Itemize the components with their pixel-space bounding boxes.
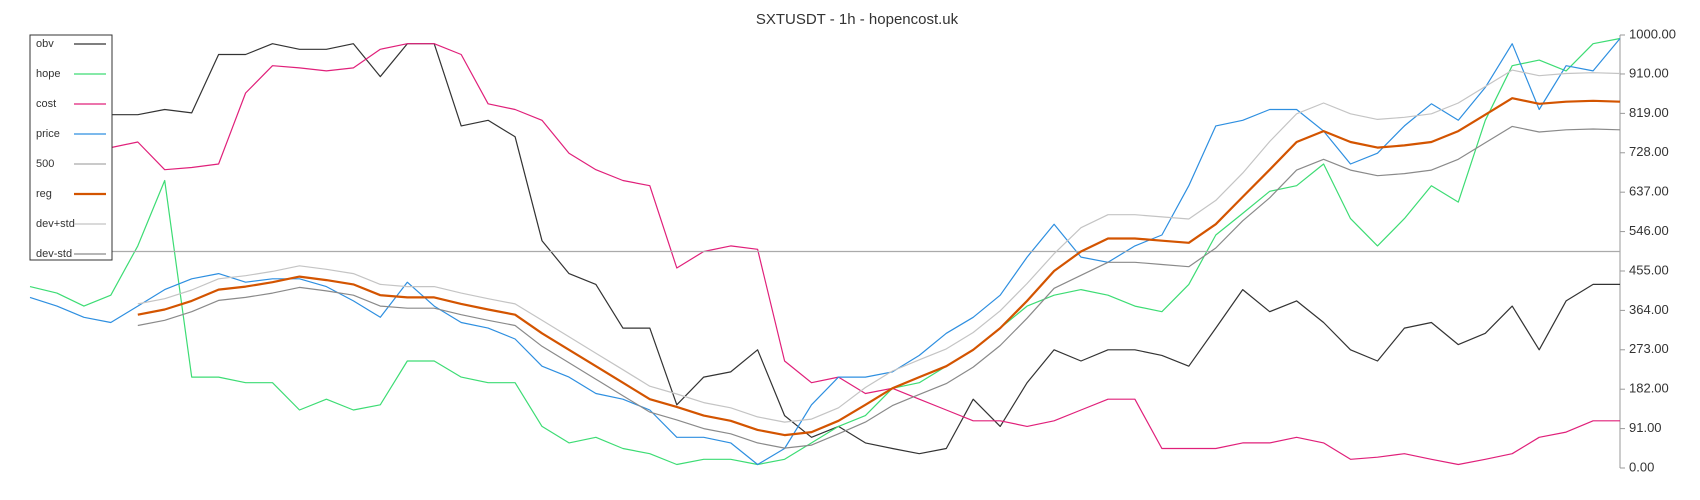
legend-label: dev+std: [36, 218, 75, 230]
legend-label: price: [36, 128, 60, 140]
legend-label: dev-std: [36, 248, 72, 260]
y-tick-label: 546.00: [1629, 223, 1669, 238]
chart-title: SXTUSDT - 1h - hopencost.uk: [756, 11, 959, 28]
series-line: [137, 125, 1621, 449]
y-tick-label: 637.00: [1629, 184, 1669, 199]
legend-label: hope: [36, 68, 60, 80]
y-tick-label: 364.00: [1629, 302, 1669, 317]
legend-label: 500: [36, 158, 54, 170]
y-tick-label: 0.00: [1629, 459, 1654, 474]
series-line: [29, 43, 1620, 466]
legend-label: obv: [36, 38, 54, 50]
series-line: [110, 43, 1620, 455]
legend-label: reg: [36, 188, 52, 200]
legend-box: [29, 34, 113, 261]
y-tick-label: 91.00: [1629, 420, 1662, 435]
series-line: [29, 38, 1621, 466]
y-tick-label: 1000.00: [1629, 26, 1676, 41]
y-tick-label: 182.00: [1629, 381, 1669, 396]
y-tick-label: 273.00: [1629, 341, 1669, 356]
series-line: [29, 37, 1621, 466]
y-tick-label: 910.00: [1629, 65, 1669, 80]
legend: obv hope cost price 500 reg dev+std dev-std: [29, 34, 113, 261]
y-tick-label: 455.00: [1629, 262, 1669, 277]
legend-label: cost: [36, 98, 56, 110]
series-line: [137, 97, 1621, 437]
y-tick-label: 728.00: [1629, 144, 1669, 159]
y-tick-label: 819.00: [1629, 105, 1669, 120]
series-line: [137, 69, 1621, 423]
